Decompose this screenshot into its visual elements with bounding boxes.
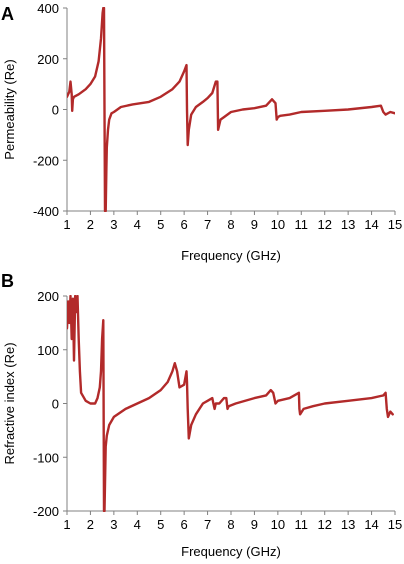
x-tick-label: 4 xyxy=(134,217,141,232)
x-tick-label: 7 xyxy=(204,217,211,232)
x-tick-label: 14 xyxy=(364,517,378,532)
y-tick-label: 0 xyxy=(52,103,59,118)
y-axis-title: Permeability (Re) xyxy=(2,59,17,159)
y-tick-label: -200 xyxy=(33,504,59,519)
x-tick-label: 9 xyxy=(251,517,258,532)
series-line xyxy=(67,295,394,512)
x-tick-label: 1 xyxy=(63,217,70,232)
x-tick-label: 13 xyxy=(341,217,355,232)
x-axis-title: Frequency (GHz) xyxy=(181,544,281,559)
x-tick-label: 14 xyxy=(364,217,378,232)
y-tick-label: 200 xyxy=(37,289,59,304)
x-tick-label: 9 xyxy=(251,217,258,232)
x-tick-label: 15 xyxy=(388,517,402,532)
x-tick-label: 10 xyxy=(271,217,285,232)
x-tick-label: 12 xyxy=(317,217,331,232)
x-tick-label: 11 xyxy=(295,517,309,532)
x-tick-label: 4 xyxy=(134,517,141,532)
x-tick-label: 6 xyxy=(181,517,188,532)
x-tick-label: 8 xyxy=(227,517,234,532)
y-tick-label: 0 xyxy=(52,397,59,412)
x-tick-label: 5 xyxy=(157,217,164,232)
x-tick-label: 15 xyxy=(388,217,402,232)
x-tick-label: 1 xyxy=(63,517,70,532)
series-line xyxy=(67,7,395,212)
y-tick-label: -400 xyxy=(33,204,59,219)
y-tick-label: 400 xyxy=(37,1,59,16)
x-tick-label: 2 xyxy=(87,217,94,232)
panel-label: B xyxy=(1,271,14,291)
x-tick-label: 5 xyxy=(157,517,164,532)
x-tick-label: 10 xyxy=(271,517,285,532)
y-tick-label: 100 xyxy=(37,343,59,358)
y-tick-label: -100 xyxy=(33,450,59,465)
x-tick-label: 12 xyxy=(317,517,331,532)
y-tick-label: 200 xyxy=(37,52,59,67)
x-tick-label: 11 xyxy=(295,217,309,232)
x-axis-title: Frequency (GHz) xyxy=(181,248,281,263)
x-tick-label: 2 xyxy=(87,517,94,532)
x-tick-label: 7 xyxy=(204,517,211,532)
panel-label: A xyxy=(1,4,14,24)
x-tick-label: 3 xyxy=(110,217,117,232)
x-tick-label: 6 xyxy=(181,217,188,232)
x-tick-label: 8 xyxy=(227,217,234,232)
x-tick-label: 13 xyxy=(341,517,355,532)
y-tick-label: -200 xyxy=(33,153,59,168)
y-axis-title: Refractive index (Re) xyxy=(2,342,17,464)
x-tick-label: 3 xyxy=(110,517,117,532)
